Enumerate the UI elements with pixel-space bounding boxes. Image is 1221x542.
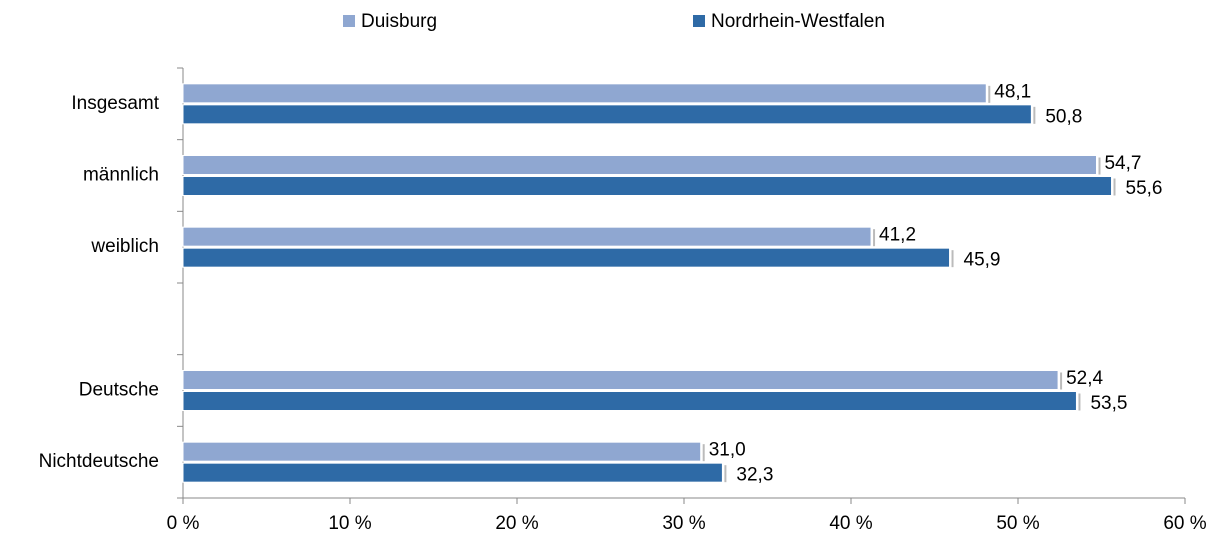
value-label: 55,6 [1126, 178, 1163, 199]
value-label: 50,8 [1045, 106, 1082, 127]
value-label: 48,1 [994, 81, 1031, 102]
bar [182, 226, 872, 247]
y-tick-label: Deutsche [79, 380, 159, 401]
legend-swatch [693, 15, 705, 27]
value-label: 31,0 [709, 440, 746, 461]
y-tick-label: Insgesamt [71, 93, 159, 114]
bar [182, 83, 987, 104]
x-tick-label: 10 % [328, 513, 371, 534]
value-label: 41,2 [879, 225, 916, 246]
y-tick-label: männlich [83, 165, 159, 186]
bar [182, 441, 702, 462]
value-label: 32,3 [736, 465, 773, 486]
bar [182, 370, 1059, 390]
x-tick-label: 60 % [1163, 513, 1206, 534]
value-label: 53,5 [1090, 393, 1127, 414]
value-label: 45,9 [964, 250, 1001, 271]
value-label: 52,4 [1066, 368, 1103, 389]
x-tick-label: 40 % [829, 513, 872, 534]
x-tick-label: 50 % [996, 513, 1039, 534]
value-label: 54,7 [1104, 153, 1141, 174]
legend-label: Duisburg [361, 11, 437, 32]
x-tick-label: 0 % [167, 513, 200, 534]
bar [182, 176, 1113, 196]
bar [182, 247, 951, 268]
bar [182, 104, 1032, 125]
legend-label: Nordrhein-Westfalen [711, 11, 885, 32]
legend-swatch [343, 15, 355, 27]
x-tick-label: 20 % [495, 513, 538, 534]
bar [182, 462, 723, 483]
bar [182, 391, 1077, 411]
bar [182, 155, 1097, 175]
y-tick-label: weiblich [90, 236, 159, 257]
x-tick-label: 30 % [662, 513, 705, 534]
y-tick-label: Nichtdeutsche [39, 451, 159, 472]
